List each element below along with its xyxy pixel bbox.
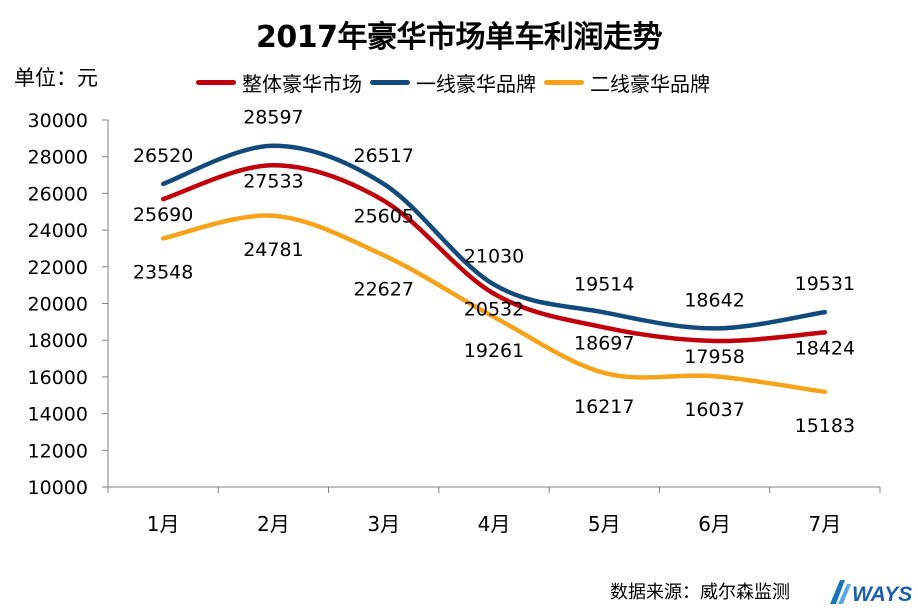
legend-item-tier1: 一线豪华品牌 [370,68,536,97]
data-label-overall: 18424 [795,337,855,359]
legend-label-overall: 整体豪华市场 [242,71,362,96]
data-label-tier1: 18642 [684,289,744,311]
y-tick-label: 30000 [28,110,88,132]
data-label-tier1: 19514 [574,273,634,295]
y-tick-label: 28000 [28,147,88,169]
x-tick-label: 7月 [808,512,841,536]
data-label-overall: 18697 [574,332,634,354]
legend-label-tier2: 二线豪华品牌 [590,71,710,96]
data-label-overall: 20532 [464,299,524,321]
x-tick-label: 3月 [367,512,400,536]
legend-swatch-tier1 [370,79,410,85]
y-tick-label: 10000 [28,477,88,499]
ways-logo: WAYS [830,580,912,606]
data-label-tier1: 28597 [243,107,303,129]
x-tick-label: 5月 [588,512,621,536]
x-tick-label: 6月 [698,512,731,536]
data-label-tier1: 21030 [464,246,524,268]
data-label-tier2: 22627 [353,278,413,300]
y-tick-label: 16000 [28,367,88,389]
data-label-tier2: 16217 [574,396,634,418]
data-label-tier1: 26520 [133,145,193,167]
y-tick-label: 18000 [28,330,88,352]
y-tick-label: 26000 [28,183,88,205]
source-note: 数据来源：威尔森监测 [610,582,790,603]
data-label-overall: 25605 [353,206,413,228]
legend-label-tier1: 一线豪华品牌 [416,71,536,96]
series-line-tier1 [160,143,828,331]
data-label-tier2: 15183 [795,415,855,437]
chart-title: 2017年豪华市场单车利润走势 [256,20,663,55]
data-label-tier2: 23548 [133,261,193,283]
data-label-tier2: 19261 [464,340,524,362]
x-tick-label: 1月 [147,512,180,536]
y-axis-unit-label: 单位：元 [14,66,98,90]
data-label-tier1: 26517 [353,145,413,167]
data-label-overall: 17958 [684,346,744,368]
legend-item-tier2: 二线豪华品牌 [544,68,710,97]
data-label-tier2: 24781 [243,239,303,261]
data-label-tier1: 19531 [795,273,855,295]
x-tick-label: 2月 [257,512,290,536]
data-label-overall: 27533 [243,170,303,192]
data-label-tier2: 16037 [684,399,744,421]
x-tick-label: 4月 [478,512,511,536]
y-tick-label: 14000 [28,404,88,426]
svg-text:WAYS: WAYS [852,583,912,606]
legend: 整体豪华市场 一线豪华品牌 二线豪华品牌 [196,68,718,96]
y-tick-label: 12000 [28,440,88,462]
legend-item-overall: 整体豪华市场 [196,68,362,97]
legend-swatch-overall [196,79,236,85]
y-tick-label: 24000 [28,220,88,242]
series-line-tier2 [160,213,828,395]
y-tick-label: 20000 [28,294,88,316]
data-label-overall: 25690 [133,204,193,226]
legend-swatch-tier2 [544,79,584,85]
series-line-overall [160,163,828,344]
y-tick-label: 22000 [28,257,88,279]
